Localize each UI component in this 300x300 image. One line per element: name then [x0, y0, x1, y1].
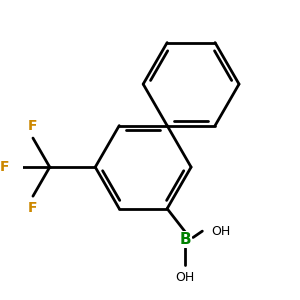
- Text: F: F: [28, 119, 38, 134]
- Text: OH: OH: [176, 271, 195, 284]
- Text: F: F: [0, 160, 9, 174]
- Text: F: F: [28, 201, 38, 215]
- Text: B: B: [179, 232, 191, 247]
- Text: OH: OH: [212, 225, 231, 238]
